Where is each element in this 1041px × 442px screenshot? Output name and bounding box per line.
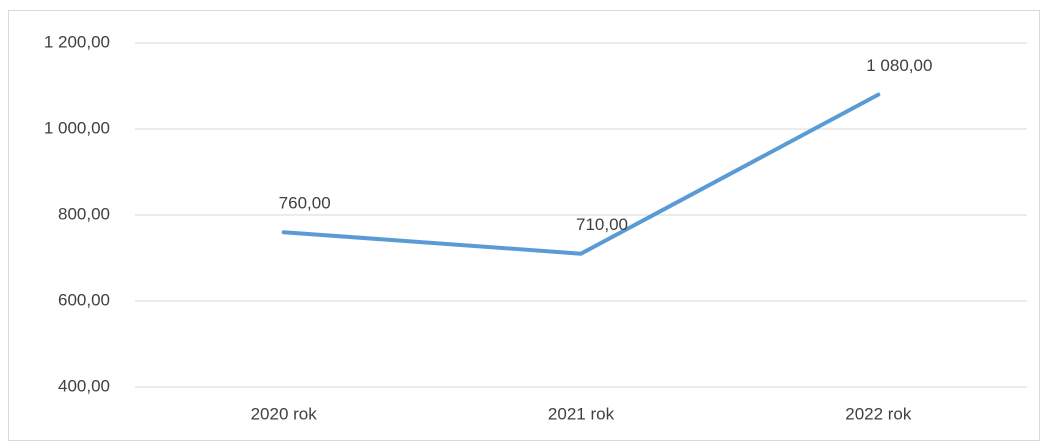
line [281, 92, 881, 256]
data-label: 710,00 [576, 215, 628, 234]
y-tick-label: 800,00 [58, 204, 110, 223]
y-tick-label: 600,00 [58, 290, 110, 309]
x-tick-label: 2022 rok [845, 404, 912, 423]
y-tick-label: 1 000,00 [44, 118, 110, 137]
y-tick-label: 1 200,00 [44, 32, 110, 51]
y-tick-label: 400,00 [58, 376, 110, 395]
chart-border [8, 10, 1040, 441]
data-label: 760,00 [279, 194, 331, 213]
x-tick-label: 2020 rok [251, 404, 318, 423]
data-label: 1 080,00 [866, 56, 932, 75]
x-tick-label: 2021 rok [548, 404, 615, 423]
